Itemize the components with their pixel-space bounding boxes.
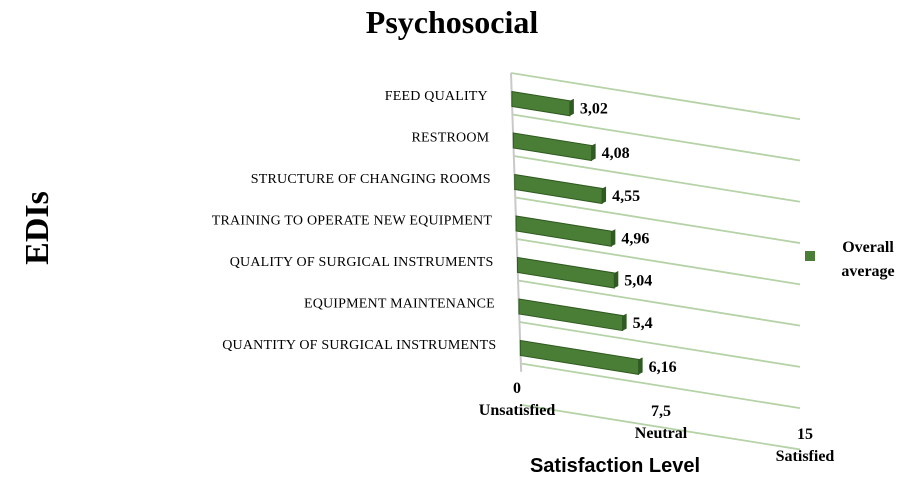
grid-line bbox=[512, 113, 801, 162]
bar bbox=[511, 90, 571, 117]
grid-line bbox=[517, 279, 801, 327]
grid-lines bbox=[510, 72, 801, 451]
bar-end bbox=[591, 143, 596, 161]
data-label: 3,02 bbox=[580, 100, 608, 117]
chart-title: Psychosocial bbox=[366, 4, 539, 40]
grid-line bbox=[516, 238, 801, 286]
category-label: FEED QUALITY bbox=[385, 89, 488, 104]
data-label: 6,16 bbox=[649, 359, 677, 376]
grid-line bbox=[510, 72, 801, 121]
bar-end bbox=[569, 98, 574, 116]
category-label: TRAINING TO OPERATE NEW EQUIPMENT bbox=[212, 214, 493, 229]
bars: 3,02 FEED QUALITY 4,08 RESTROOM 4,55 STRUCTUR… bbox=[212, 89, 677, 376]
category-label: STRUCTURE OF CHANGING ROOMS bbox=[251, 172, 491, 187]
category-label: QUALITY OF SURGICAL INSTRUMENTS bbox=[230, 255, 494, 270]
grid-line bbox=[515, 196, 801, 244]
tick-label: 15 bbox=[797, 426, 813, 443]
tick-description: Neutral bbox=[635, 425, 688, 442]
category-label: QUANTITY OF SURGICAL INSTRUMENTS bbox=[222, 338, 496, 353]
data-label: 4,55 bbox=[612, 188, 640, 205]
tick-label: 7,5 bbox=[651, 403, 671, 420]
bar bbox=[519, 339, 640, 376]
grid-line bbox=[520, 362, 801, 410]
data-label: 5,04 bbox=[624, 272, 652, 289]
bar-end bbox=[602, 186, 607, 204]
tick-description: Unsatisfied bbox=[479, 402, 556, 419]
grid-line bbox=[513, 155, 801, 203]
category-label: RESTROOM bbox=[411, 131, 489, 146]
data-label: 4,08 bbox=[602, 145, 630, 162]
grid-line bbox=[519, 321, 801, 368]
legend-label-line-1: Overall bbox=[842, 239, 894, 256]
data-label: 5,4 bbox=[633, 315, 653, 332]
x-axis-label: Satisfaction Level bbox=[530, 455, 700, 477]
bar-end bbox=[622, 313, 627, 331]
data-label: 4,96 bbox=[621, 231, 649, 248]
legend-swatch bbox=[805, 251, 815, 261]
y-axis-label: EDIs bbox=[19, 191, 56, 265]
bar-end bbox=[611, 229, 616, 247]
bar bbox=[512, 132, 593, 162]
category-label: EQUIPMENT MAINTENANCE bbox=[304, 297, 495, 312]
tick-description: Satisfied bbox=[776, 448, 835, 465]
tick-label: 0 bbox=[513, 380, 521, 397]
x-ticks: 0 Unsatisfied 7,5 Neutral 15 Satisfied bbox=[479, 380, 835, 465]
bar-end bbox=[614, 270, 619, 288]
bar bbox=[518, 298, 624, 332]
legend-label-line-2: average bbox=[841, 263, 894, 280]
bar-end bbox=[638, 357, 643, 375]
grid-line bbox=[522, 404, 801, 451]
legend: Overall average bbox=[805, 239, 895, 280]
